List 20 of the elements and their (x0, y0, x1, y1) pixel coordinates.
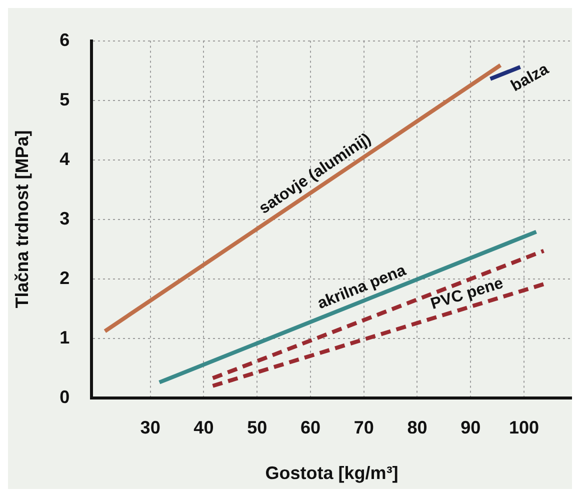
x-tick-label: 90 (460, 418, 481, 438)
y-tick-label: 3 (60, 208, 70, 228)
text: balza (508, 60, 552, 96)
x-tick-label: 60 (300, 418, 320, 438)
y-tick-label: 1 (60, 327, 70, 348)
x-axis-title: Gostota [kg/m³] (265, 463, 398, 484)
y-tick-label: 2 (60, 268, 70, 288)
y-tick-label: 6 (60, 30, 70, 50)
x-tick-label: 80 (407, 418, 428, 438)
x-tick-label: 40 (194, 418, 214, 438)
y-axis-title: Tlačna trdnost [MPa] (12, 130, 32, 308)
y-tick-label: 0 (60, 386, 70, 407)
x-tick-label: 30 (140, 418, 160, 438)
text: PVC pene (428, 274, 506, 314)
text: akrilna pena (315, 262, 408, 313)
x-tick-label: 70 (354, 418, 374, 438)
y-tick-label: 4 (60, 148, 70, 169)
x-tick-label: 100 (508, 418, 539, 438)
y-tick-label: 5 (60, 89, 70, 110)
x-tick-label: 50 (247, 418, 268, 438)
